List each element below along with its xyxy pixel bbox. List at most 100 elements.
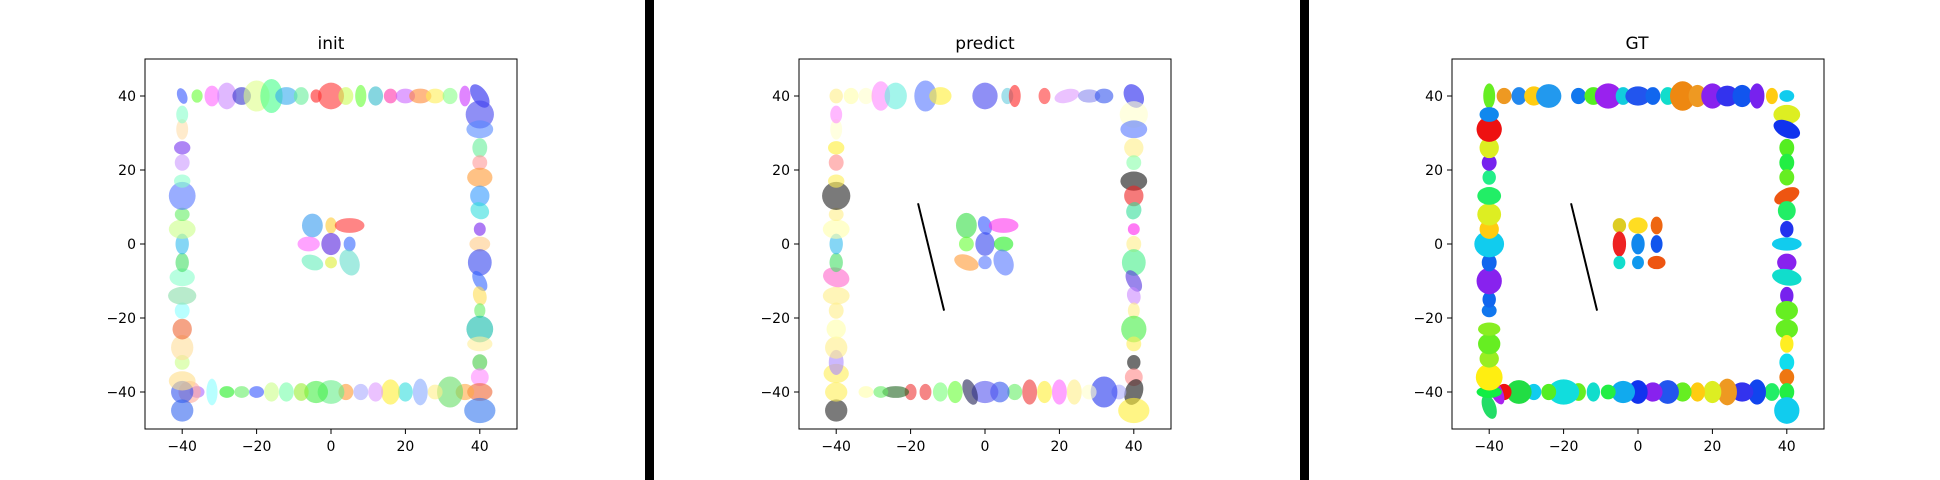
ellipse-mark — [174, 154, 190, 171]
subplot-title: predict — [955, 34, 1015, 54]
ellipse-mark — [297, 236, 320, 252]
ellipse-mark — [1479, 107, 1499, 122]
x-tick-label: 20 — [1050, 439, 1068, 455]
ellipse-mark — [467, 383, 493, 401]
ellipse-mark — [873, 386, 889, 398]
ellipse-mark — [1126, 336, 1142, 352]
ellipse-mark — [1765, 87, 1778, 105]
ellipse-mark — [175, 252, 189, 273]
ellipse-mark — [1613, 255, 1626, 270]
ellipse-mark — [825, 399, 848, 422]
ellipse-mark — [1547, 379, 1580, 405]
ellipse-mark — [293, 383, 309, 401]
ellipse-mark — [172, 318, 192, 340]
subplot-title: init — [318, 34, 345, 54]
ellipse-mark — [206, 378, 218, 406]
ellipse-mark — [217, 82, 237, 110]
ellipse-mark — [1008, 84, 1021, 108]
ellipse-mark — [174, 302, 190, 319]
ellipse-mark — [249, 386, 265, 398]
ellipse-mark — [1126, 155, 1142, 171]
x-tick-label: −20 — [1549, 439, 1579, 455]
ellipse-mark — [304, 380, 329, 404]
ellipse-mark — [174, 174, 191, 188]
ellipse-mark — [1774, 397, 1800, 424]
ellipse-mark — [466, 315, 494, 343]
ellipse-mark — [1771, 237, 1802, 251]
ellipse-mark — [1477, 203, 1502, 226]
y-tick-label: −20 — [760, 311, 790, 327]
ellipse-mark — [437, 376, 464, 408]
ellipse-mark — [858, 386, 874, 398]
ellipse-mark — [465, 100, 494, 129]
ellipse-mark — [1126, 287, 1141, 305]
ellipse-mark — [947, 380, 963, 404]
ellipse-mark — [1066, 379, 1082, 405]
ellipse-mark — [168, 219, 196, 239]
ellipse-mark — [1481, 303, 1497, 318]
y-tick-label: 40 — [118, 89, 136, 105]
ellipse-mark — [829, 233, 843, 255]
ellipse-mark — [1478, 333, 1501, 355]
ellipse-mark — [1124, 185, 1144, 207]
ellipse-mark — [1124, 138, 1144, 158]
ellipse-mark — [1478, 322, 1501, 336]
ellipse-mark — [1126, 235, 1142, 253]
ellipse-mark — [1586, 382, 1601, 402]
ellipse-mark — [1121, 315, 1147, 343]
ellipse-mark — [993, 249, 1014, 276]
ellipse-mark — [397, 382, 413, 402]
ellipse-mark — [1625, 86, 1651, 106]
ellipse-mark — [1779, 138, 1795, 157]
ellipse-mark — [169, 268, 195, 287]
ellipse-mark — [466, 120, 494, 139]
subplot-init: init −40 −20 0 20 40 −40 −20 0 20 40 — [106, 34, 518, 455]
ellipse-mark — [1631, 233, 1645, 255]
ellipse-mark — [1775, 319, 1798, 339]
ellipse-mark — [1474, 230, 1505, 258]
ellipse-mark — [1120, 120, 1148, 139]
ellipse-mark — [325, 217, 337, 234]
y-tick-label: 0 — [1434, 237, 1443, 253]
ellipse-mark — [1774, 187, 1800, 205]
ellipse-mark — [464, 397, 496, 424]
ellipse-mark — [1482, 291, 1496, 308]
ellipse-mark — [442, 87, 458, 105]
ellipse-mark — [1094, 88, 1114, 104]
ellipse-mark — [467, 336, 493, 352]
ellipse-mark — [1124, 379, 1144, 405]
ellipse-mark — [904, 383, 917, 401]
ellipse-mark — [425, 88, 445, 104]
ellipse-mark — [339, 249, 360, 276]
ellipse-mark — [1120, 171, 1148, 191]
ellipse-mark — [1656, 380, 1679, 404]
ellipse-mark — [1673, 382, 1692, 402]
y-tick-label: −20 — [1413, 311, 1443, 327]
ellipse-mark — [1127, 223, 1140, 236]
data-marks — [1474, 81, 1802, 424]
ellipse-mark — [1628, 217, 1648, 234]
ellipse-mark — [278, 382, 294, 402]
ellipse-mark — [412, 378, 428, 406]
ellipse-mark — [353, 383, 369, 401]
ellipse-mark — [871, 81, 891, 111]
ellipse-mark — [383, 88, 398, 104]
ellipse-mark — [325, 256, 337, 269]
ellipse-mark — [191, 89, 203, 103]
x-tick-label: 0 — [981, 439, 990, 455]
y-tick-label: −40 — [106, 385, 136, 401]
ellipse-mark — [1506, 380, 1532, 404]
ellipse-mark — [1081, 384, 1097, 400]
ellipse-mark — [368, 86, 384, 106]
line-mark — [1570, 203, 1599, 311]
ellipse-mark — [971, 380, 999, 404]
ellipse-mark — [219, 386, 235, 398]
ellipse-mark — [978, 255, 992, 270]
x-tick-label: −20 — [896, 439, 926, 455]
ellipse-mark — [317, 82, 345, 110]
ellipse-mark — [828, 154, 844, 171]
ellipse-mark — [1669, 81, 1696, 111]
y-tick-label: 0 — [781, 237, 790, 253]
ellipse-mark — [929, 87, 952, 105]
